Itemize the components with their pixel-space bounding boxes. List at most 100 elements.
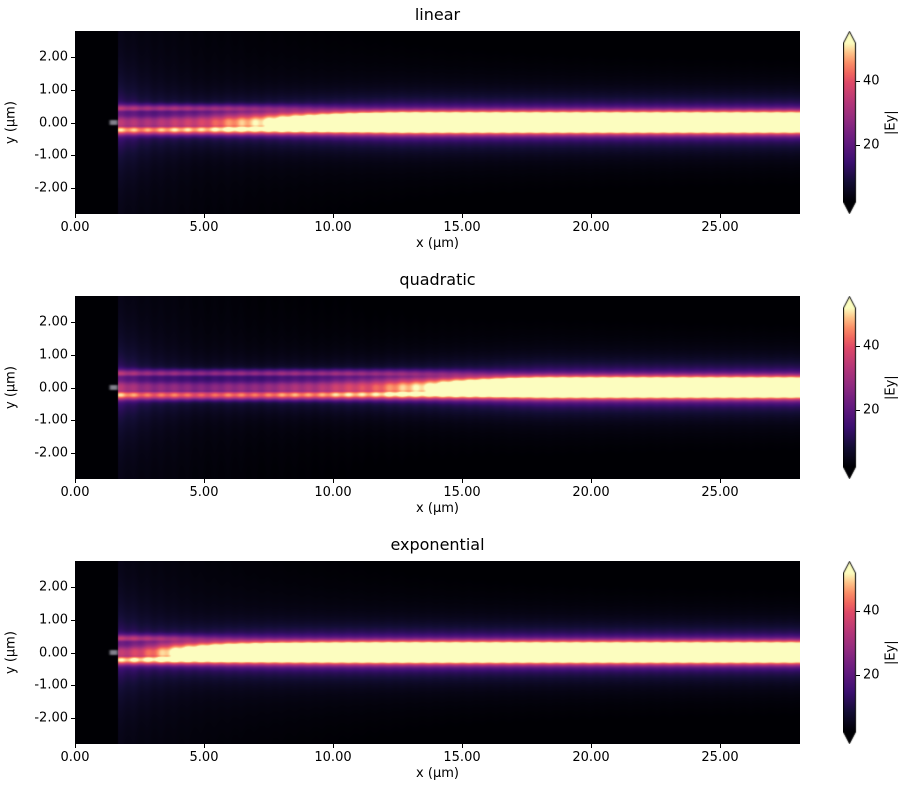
y-axis-label: y (µm) (3, 101, 19, 144)
x-tick-mark (461, 214, 463, 218)
x-tick-label: 20.00 (572, 750, 610, 765)
y-tick-mark (71, 452, 75, 454)
x-tick-mark (332, 479, 334, 483)
colorbar-tick-label: 40 (863, 338, 880, 354)
x-tick-label: 20.00 (572, 485, 610, 500)
x-tick-label: 10.00 (314, 485, 352, 500)
x-tick-label: 5.00 (189, 750, 219, 765)
y-tick-label: -2.00 (34, 445, 68, 461)
y-tick-label: 0.00 (39, 380, 68, 395)
colorbar-label: |Ey| (883, 110, 899, 135)
y-tick-mark (71, 57, 75, 59)
heatmap-axes (75, 561, 800, 744)
x-tick-label: 5.00 (189, 220, 219, 235)
y-tick-label: 2.00 (39, 579, 68, 595)
y-tick-mark (71, 354, 75, 356)
x-tick-mark (461, 479, 463, 483)
y-tick-mark (71, 155, 75, 157)
x-tick-mark (590, 214, 592, 218)
x-axis-label: x (µm) (416, 766, 459, 781)
x-tick-mark (332, 214, 334, 218)
y-tick-label: -2.00 (34, 710, 68, 726)
y-tick-mark (71, 122, 75, 124)
y-tick-mark (71, 685, 75, 687)
heatmap-canvas (75, 31, 800, 214)
x-tick-label: 25.00 (701, 485, 739, 500)
x-tick-mark (74, 744, 76, 748)
x-tick-mark (203, 479, 205, 483)
y-tick-mark (71, 89, 75, 91)
y-tick-label: 2.00 (39, 314, 68, 330)
y-tick-mark (71, 619, 75, 621)
x-tick-mark (719, 744, 721, 748)
colorbar (843, 561, 857, 744)
x-tick-mark (719, 479, 721, 483)
x-tick-label: 15.00 (443, 220, 481, 235)
subplot-title: exponential (390, 535, 485, 554)
subplot-title: linear (414, 5, 461, 24)
x-tick-label: 10.00 (314, 220, 352, 235)
colorbar-tick-mark (856, 674, 860, 676)
x-tick-label: 15.00 (443, 485, 481, 500)
heatmap-axes (75, 296, 800, 479)
heatmap-axes (75, 31, 800, 214)
colorbar-tick-label: 20 (863, 667, 880, 683)
x-axis-label: x (µm) (416, 501, 459, 516)
x-tick-mark (590, 744, 592, 748)
y-tick-mark (71, 187, 75, 189)
y-tick-label: -1.00 (34, 147, 68, 163)
x-tick-label: 10.00 (314, 750, 352, 765)
x-tick-mark (461, 744, 463, 748)
x-tick-mark (74, 214, 76, 218)
y-axis-label: y (µm) (3, 366, 19, 409)
x-tick-label: 0.00 (60, 485, 90, 500)
y-tick-label: -1.00 (34, 677, 68, 693)
colorbar-tick-mark (856, 144, 860, 146)
x-tick-mark (719, 214, 721, 218)
colorbar-label: |Ey| (883, 375, 899, 400)
y-tick-label: -2.00 (34, 180, 68, 196)
x-tick-mark (74, 479, 76, 483)
x-tick-label: 20.00 (572, 220, 610, 235)
y-tick-mark (71, 387, 75, 389)
colorbar-tick-label: 20 (863, 137, 880, 153)
y-tick-label: 2.00 (39, 49, 68, 65)
heatmap-canvas (75, 561, 800, 744)
x-tick-mark (332, 744, 334, 748)
x-tick-label: 15.00 (443, 750, 481, 765)
colorbar-tick-mark (856, 409, 860, 411)
colorbar-tick-mark (856, 81, 860, 83)
y-tick-mark (71, 652, 75, 654)
y-axis-label: y (µm) (3, 631, 19, 674)
heatmap-canvas (75, 296, 800, 479)
y-tick-label: 1.00 (39, 82, 68, 98)
y-tick-mark (71, 322, 75, 324)
colorbar (843, 31, 857, 214)
x-tick-label: 0.00 (60, 750, 90, 765)
y-tick-mark (71, 587, 75, 589)
x-tick-label: 25.00 (701, 220, 739, 235)
colorbar-tick-label: 20 (863, 402, 880, 418)
x-tick-label: 5.00 (189, 485, 219, 500)
x-tick-label: 25.00 (701, 750, 739, 765)
y-tick-label: -1.00 (34, 412, 68, 428)
y-tick-label: 1.00 (39, 347, 68, 363)
x-tick-label: 0.00 (60, 220, 90, 235)
x-tick-mark (203, 214, 205, 218)
y-tick-mark (71, 420, 75, 422)
colorbar-tick-label: 40 (863, 73, 880, 89)
y-tick-label: 1.00 (39, 612, 68, 628)
y-tick-label: 0.00 (39, 645, 68, 660)
subplot-title: quadratic (399, 270, 476, 289)
colorbar-tick-mark (856, 346, 860, 348)
x-tick-mark (590, 479, 592, 483)
colorbar-tick-label: 40 (863, 603, 880, 619)
colorbar (843, 296, 857, 479)
x-axis-label: x (µm) (416, 236, 459, 251)
y-tick-label: 0.00 (39, 115, 68, 130)
colorbar-label: |Ey| (883, 640, 899, 665)
colorbar-tick-mark (856, 611, 860, 613)
x-tick-mark (203, 744, 205, 748)
y-tick-mark (71, 717, 75, 719)
